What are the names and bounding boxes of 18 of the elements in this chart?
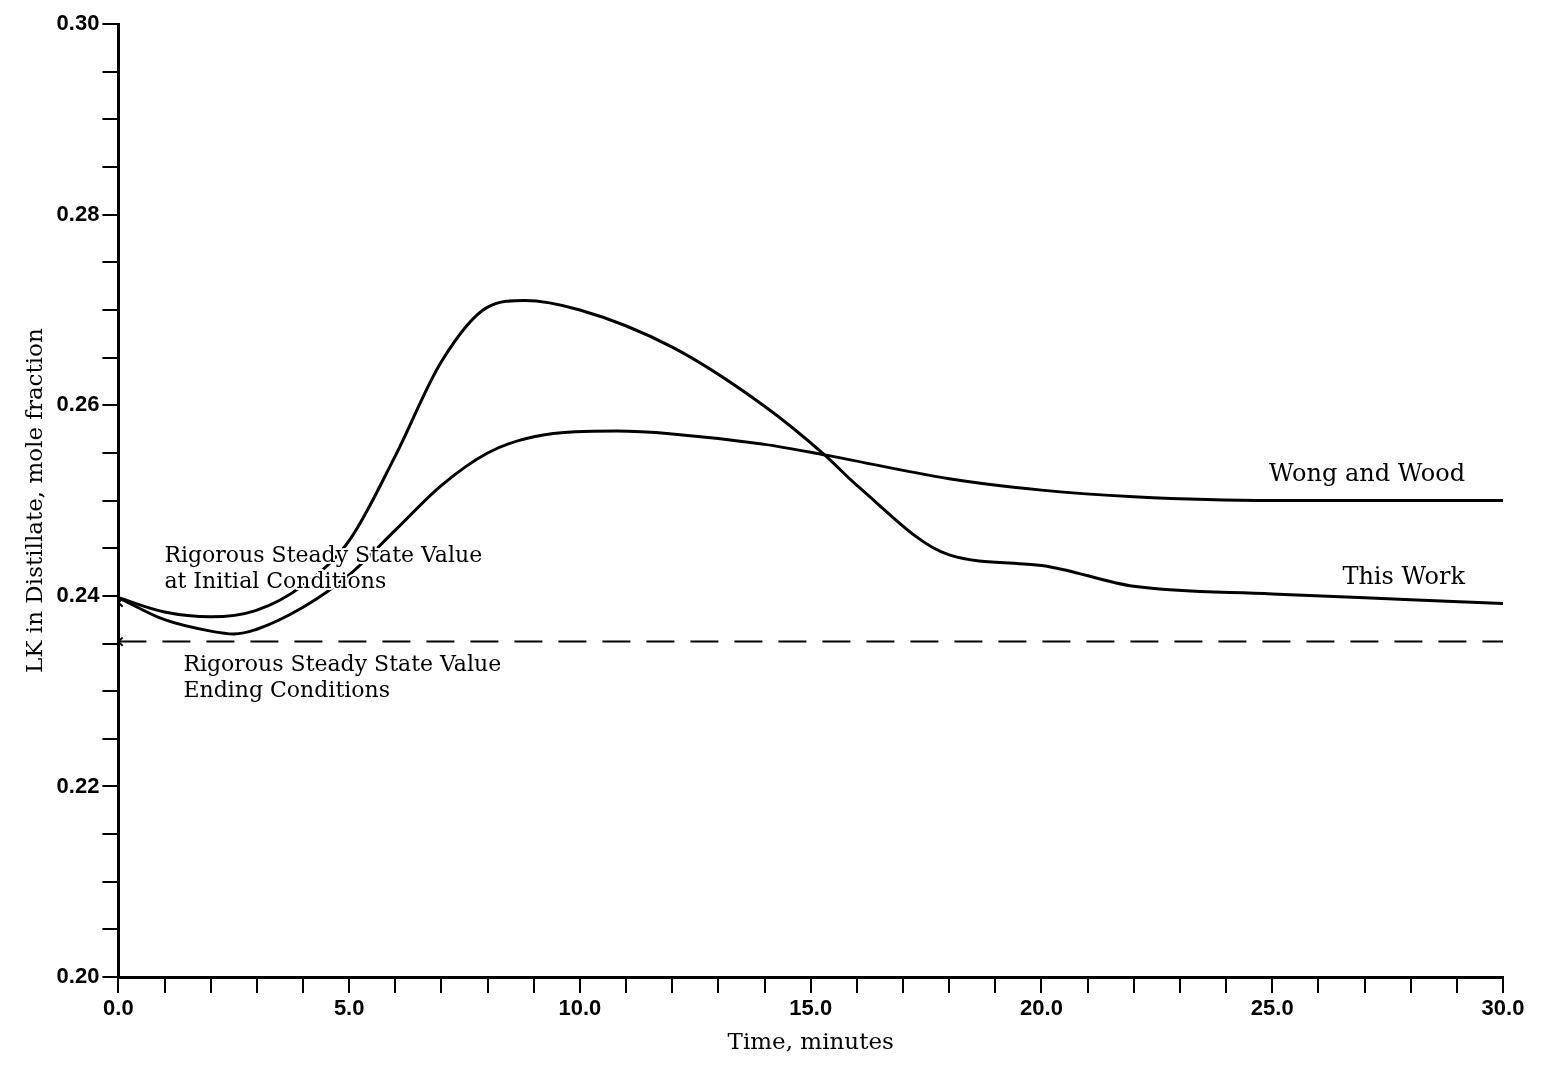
- y-tick-label: 0.28: [56, 200, 100, 226]
- x-axis-title: Time, minutes: [727, 1028, 894, 1055]
- series-label: This Work: [1342, 561, 1466, 590]
- y-tick-label: 0.22: [56, 772, 100, 798]
- y-tick-label: 0.20: [56, 963, 100, 989]
- y-axis-title: LK in Distillate, mole fraction: [20, 328, 47, 673]
- x-tick-label: 15.0: [789, 995, 833, 1021]
- ref-line-label: Rigorous Steady State Value Ending Conditions: [183, 651, 502, 703]
- x-tick-label: 0.0: [103, 995, 134, 1021]
- y-tick-label: 0.26: [56, 391, 100, 417]
- x-tick-label: 30.0: [1481, 995, 1525, 1021]
- x-tick-label: 25.0: [1250, 995, 1294, 1021]
- y-tick-label: 0.30: [56, 10, 100, 36]
- x-tick-label: 5.0: [333, 995, 365, 1021]
- series-label: Wong and Wood: [1269, 458, 1465, 487]
- y-tick-label: 0.24: [56, 581, 101, 607]
- x-tick-label: 20.0: [1020, 995, 1063, 1021]
- x-tick-label: 10.0: [558, 995, 602, 1021]
